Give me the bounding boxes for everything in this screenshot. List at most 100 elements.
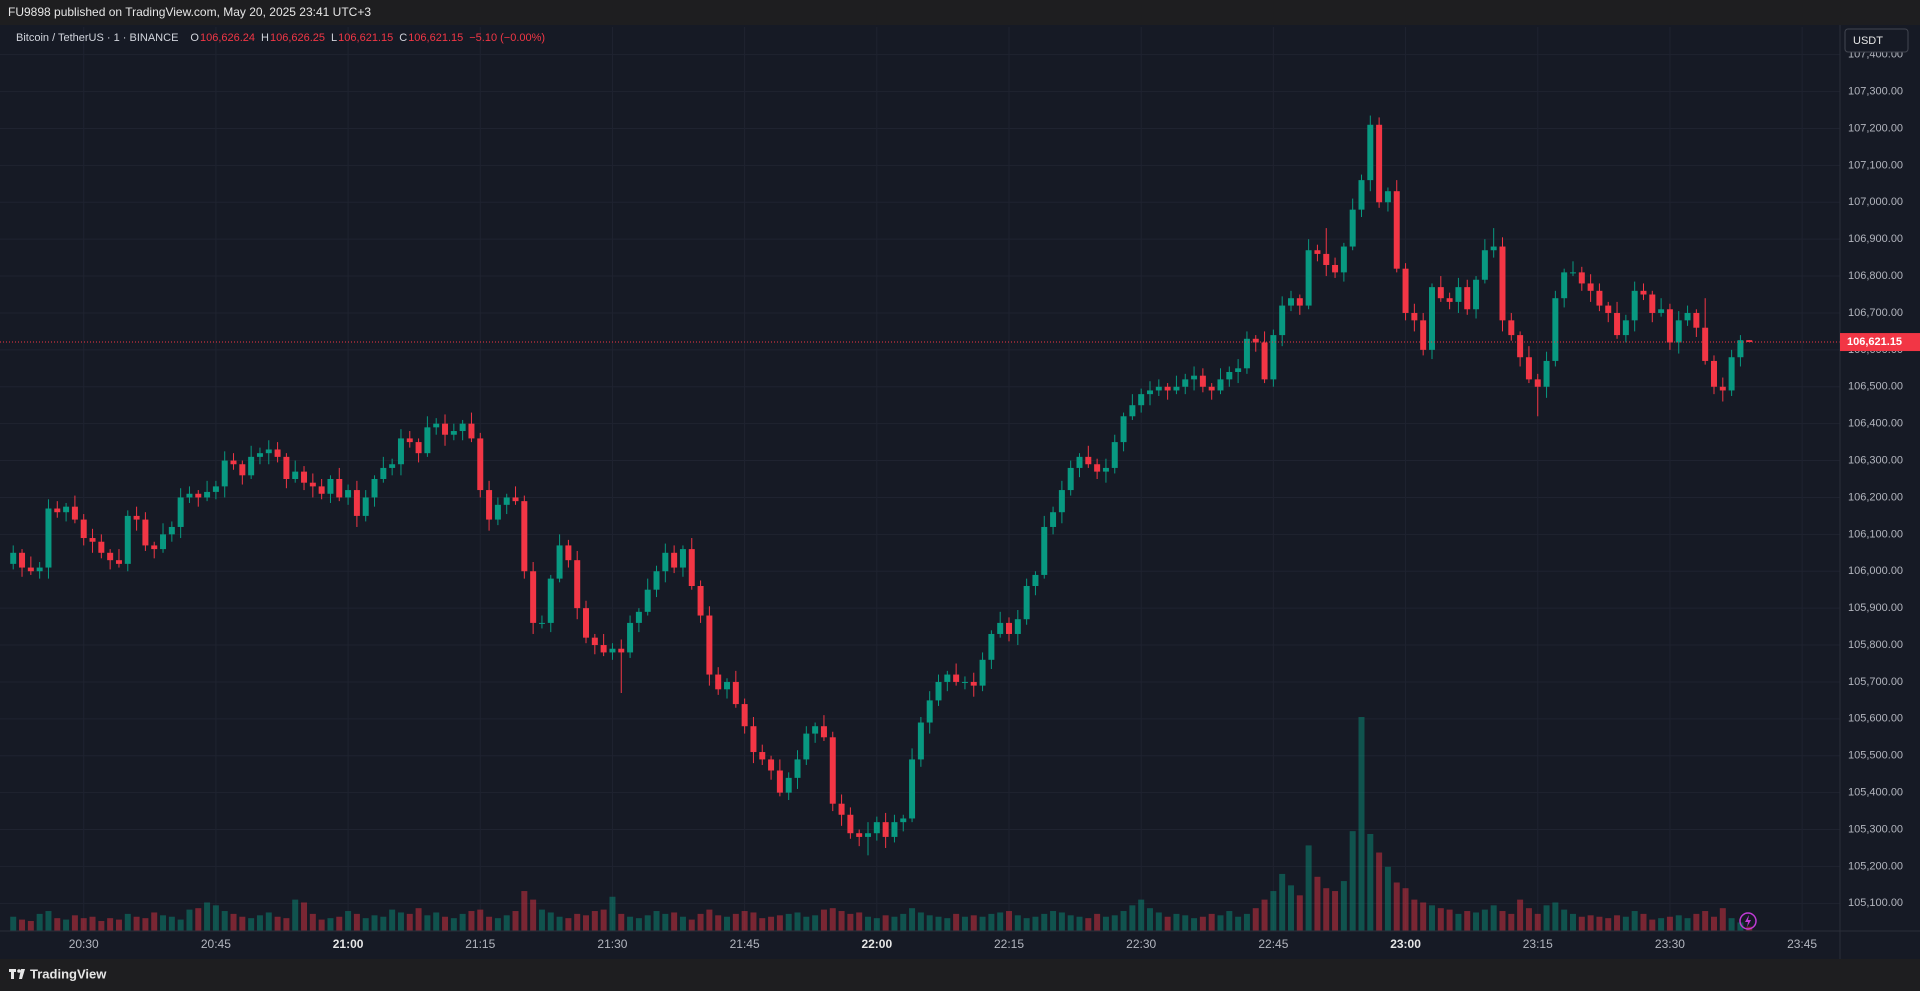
volume-bar [1719, 908, 1726, 931]
candle-body [847, 814, 854, 834]
y-tick-label: 106,300.00 [1848, 454, 1903, 466]
candle-body [89, 538, 96, 542]
candle-body [644, 589, 651, 612]
candle-body [71, 506, 78, 520]
alert-icon[interactable] [1739, 912, 1757, 930]
y-tick-label: 107,200.00 [1848, 122, 1903, 134]
currency-button[interactable] [1844, 28, 1909, 53]
volume-bar [1420, 902, 1427, 931]
volume-bar [1191, 918, 1198, 931]
volume-bar [776, 915, 783, 931]
candle-body [1041, 526, 1048, 575]
x-tick-label: 20:30 [69, 937, 99, 951]
volume-bar [1164, 916, 1171, 931]
volume-bar [1499, 911, 1506, 931]
volume-bar [909, 908, 916, 931]
candle-body [1094, 464, 1101, 472]
volume-bar [1041, 913, 1048, 931]
y-tick-label: 105,600.00 [1848, 713, 1903, 725]
volume-bar [1596, 916, 1603, 931]
last-price-tag [1840, 333, 1920, 352]
volume-bar [353, 913, 360, 931]
candle-body [909, 759, 916, 819]
candle-body [309, 482, 316, 487]
candle-body [1464, 287, 1471, 310]
candle-body [1614, 312, 1621, 336]
volume-bar [98, 921, 105, 931]
candle-body [591, 637, 598, 646]
candle-body [961, 681, 968, 683]
candle-body [776, 770, 783, 793]
volume-bar [627, 916, 634, 931]
candle-body [221, 460, 228, 487]
volume-bar [820, 909, 827, 931]
candle-body [19, 552, 26, 568]
candle-body [917, 722, 924, 760]
candle-body [1649, 294, 1656, 313]
y-tick-label: 106,000.00 [1848, 565, 1903, 577]
candle-body [327, 479, 334, 494]
volume-bar [1058, 912, 1065, 931]
volume-bar [274, 916, 281, 931]
volume-bar [115, 919, 122, 931]
candle-body [697, 586, 704, 616]
ohlc-value: 106,626.25 [270, 32, 325, 44]
volume-bar [212, 905, 219, 931]
candle-body [1252, 338, 1259, 343]
candle-body [715, 674, 722, 690]
axes: 105,100.00 105,200.00 105,300.00 105,400.00… [69, 49, 1920, 951]
volume-bar [1446, 909, 1453, 931]
candle-body [653, 571, 660, 590]
volume-bar [644, 915, 651, 931]
ohlc-key: H [261, 32, 269, 44]
volume-bar [160, 915, 167, 931]
volume-bar [1384, 866, 1391, 931]
candle-body [371, 479, 378, 498]
footer-bar [0, 959, 1920, 991]
volume-bar [415, 908, 422, 931]
volume-bar [1173, 913, 1180, 931]
currency-label[interactable]: USDT [1853, 35, 1883, 47]
candle-body [397, 438, 404, 465]
candle-body [838, 803, 845, 815]
x-tick-label: 22:00 [861, 937, 892, 951]
candle-body [820, 726, 827, 738]
volume-bar [1120, 911, 1127, 931]
volume-bar [1323, 888, 1330, 931]
volume-bar [1587, 915, 1594, 931]
y-tick-label: 105,900.00 [1848, 602, 1903, 614]
candle-body [1120, 416, 1127, 443]
volume-bar [1208, 913, 1215, 931]
volume-bar [301, 902, 308, 931]
candle-body [768, 759, 775, 771]
candle-body [204, 491, 211, 498]
candle-body [1543, 360, 1550, 387]
volume-bar [1067, 915, 1074, 931]
candle-body [688, 549, 695, 587]
candle-body [741, 704, 748, 727]
volume-bar [89, 916, 96, 931]
candle-body [1393, 191, 1400, 269]
candle-body [142, 519, 149, 546]
candle-body [1446, 298, 1453, 302]
volume-bar [1332, 891, 1339, 931]
volume-bar [1675, 915, 1682, 931]
volume-bar [142, 918, 149, 931]
candle-body [803, 733, 810, 760]
volume-bar [1014, 915, 1021, 931]
volume-bar [1376, 852, 1383, 931]
x-tick-label: 21:30 [597, 937, 627, 951]
candle-body [265, 449, 272, 454]
candle-body [1631, 290, 1638, 321]
volume-bar [494, 918, 501, 931]
candle-body [1032, 574, 1039, 587]
volume-bar [1367, 833, 1374, 931]
volume-bar [442, 916, 449, 931]
volume-bar [917, 912, 924, 931]
candle-body [212, 486, 219, 492]
volume-bar [1243, 913, 1250, 931]
volume-bar [1693, 913, 1700, 931]
volume-bar [1561, 909, 1568, 931]
